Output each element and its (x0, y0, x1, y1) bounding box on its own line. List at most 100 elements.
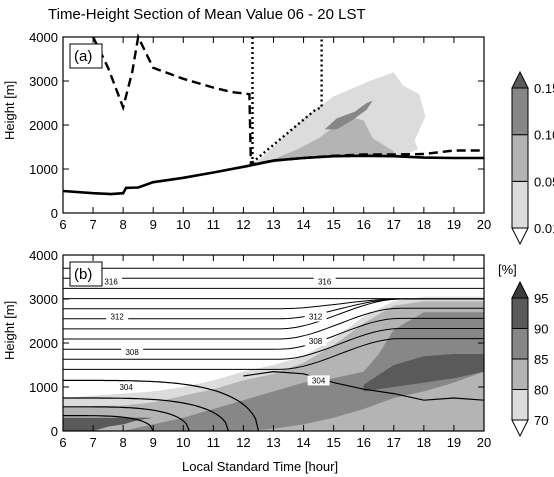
panel-b-shade-region-2 (63, 312, 484, 431)
colorbar-b-segment (511, 389, 529, 421)
panel-b-surface-contour (63, 415, 154, 432)
panel-a-ytick-label: 2000 (29, 118, 58, 133)
colorbar-a: 0.01 0.05 0.10 0.15 (511, 70, 554, 246)
panel-b-xtick-label: 17 (387, 435, 401, 450)
panel-b-xtick-label: 6 (59, 435, 66, 450)
panel-b-ytick-label: 2000 (29, 336, 58, 351)
colorbar-b-unit: [%] (498, 262, 517, 277)
panel-a-xtick-label: 10 (176, 217, 190, 232)
panel-a-xtick-label: 15 (326, 217, 340, 232)
panel-b-isentrope (63, 298, 484, 330)
panel-a-xtick-label: 11 (207, 217, 221, 232)
panel-b-contour-label-bg (115, 382, 138, 392)
colorbar-b-tick-label: 95 (534, 291, 548, 306)
panel-b-ylabel: Height [m] (2, 301, 17, 360)
colorbar-b-tick-label: 80 (534, 383, 548, 398)
colorbar-a-tick-label: 0.05 (534, 174, 554, 189)
panel-b-xtick-label: 16 (356, 435, 370, 450)
panel-b-contour-label: 312 (309, 313, 323, 322)
panel-b-xtick-label: 10 (176, 435, 190, 450)
x-axis-label: Local Standard Time [hour] (182, 459, 338, 474)
panel-b-contour-label-bg (307, 375, 330, 386)
panel-b-xtick-label: 13 (266, 435, 280, 450)
panel-b: 316 316 312 312 308 308 304 304 (b) 6 7 8 9 10 11 12 1… (2, 248, 491, 450)
panel-a-xtick-label: 17 (387, 217, 401, 232)
colorbar-b-tick-label: 70 (534, 413, 548, 428)
panel-b-xtick-label: 15 (326, 435, 340, 450)
panel-b-isentrope (63, 338, 484, 370)
panel-b-contour-label-bg (121, 346, 144, 357)
colorbar-a-tick-label: 0.15 (534, 81, 554, 96)
panel-b-xtick-label: 11 (207, 435, 221, 450)
panel-b-contour-label: 316 (318, 277, 332, 286)
panel-a-label: (a) (74, 48, 92, 65)
panel-b-ytick-label: 0 (51, 424, 58, 439)
panel-b-isentrope (63, 328, 484, 360)
panel-b-contour-label-bg (313, 276, 336, 287)
panel-a-line-solid (62, 154, 484, 196)
colorbar-a-segment (511, 180, 529, 229)
panel-b-upper-contour (243, 370, 485, 401)
colorbar-a-low-tip (511, 227, 529, 246)
panel-a-xtick-label: 19 (447, 217, 461, 232)
colorbar-a-segment (511, 134, 529, 182)
colorbar-b-tick-label: 90 (534, 322, 548, 337)
panel-b-xtick-label: 14 (296, 435, 310, 450)
panel-a-xtick-label: 13 (266, 217, 280, 232)
panel-a-ytick-label: 3000 (29, 74, 58, 89)
panel-b-contour-label-bg (106, 311, 129, 322)
colorbar-b-segment (511, 328, 529, 360)
colorbar-b-high-tip (511, 280, 529, 299)
panel-a: (a) 6 7 8 9 10 11 12 13 14 15 16 17 18 19 20 0 1000 2000… (2, 30, 491, 232)
panel-b-contour-label: 308 (309, 337, 323, 346)
panel-a-xtick-label: 7 (89, 217, 96, 232)
panel-a-xtick-label: 14 (296, 217, 310, 232)
panel-a-xtick-label: 16 (356, 217, 370, 232)
colorbar-b-segment (511, 297, 529, 329)
panel-a-xtick-label: 18 (417, 217, 431, 232)
panel-b-shade-region-3 (63, 417, 154, 431)
panel-b-contour-label: 304 (312, 376, 326, 385)
panel-a-shade-region-2 (324, 100, 373, 130)
panel-a-xtick-label: 12 (236, 217, 250, 232)
panel-b-xtick-label: 12 (236, 435, 250, 450)
panel-a-xtick-label: 8 (120, 217, 127, 232)
panel-b-contour-label: 304 (119, 383, 133, 392)
colorbar-a-high-tip (511, 70, 529, 89)
panel-b-label-box (69, 261, 103, 287)
panel-a-ylabel: Height [m] (2, 81, 17, 140)
panel-b-surface-contour (63, 379, 260, 432)
panel-b-ytick-label: 3000 (29, 292, 58, 307)
colorbar-a-segment (511, 87, 529, 136)
colorbar-b-low-tip (511, 419, 529, 438)
colorbar-b-tick-label: 85 (534, 352, 548, 367)
panel-b-xtick-label: 7 (89, 435, 96, 450)
panel-a-xtick-label: 6 (59, 217, 66, 232)
colorbar-a-tick-label: 0.01 (534, 221, 554, 236)
panel-b-xtick-label: 20 (477, 435, 491, 450)
panel-a-ytick-label: 4000 (29, 30, 58, 45)
panel-b-contour-label-bg (304, 335, 327, 346)
panel-b-contour-label-bg (100, 276, 123, 287)
panel-b-xtick-label: 8 (120, 435, 127, 450)
colorbar-b: 70 80 85 90 95 (511, 280, 548, 438)
panel-b-xtick-label: 9 (150, 435, 157, 450)
panel-b-surface-contour (63, 397, 229, 432)
panel-b-xtick-label: 18 (417, 435, 431, 450)
panel-b-ytick-label: 4000 (29, 248, 58, 263)
panel-b-surface-contour (63, 406, 190, 432)
panel-b-isentrope (63, 307, 484, 340)
panel-b-ytick-label: 1000 (29, 380, 58, 395)
panel-b-contour-label: 312 (110, 313, 124, 322)
panel-a-xtick-label: 9 (150, 217, 157, 232)
panel-b-contour-label-bg (304, 311, 327, 322)
chart-title: Time-Height Section of Mean Value 06 - 2… (48, 6, 366, 23)
panel-b-contour-label: 316 (104, 277, 118, 286)
panel-a-line-dashed (92, 33, 484, 167)
colorbar-a-tick-label: 0.10 (534, 128, 554, 143)
colorbar-b-segment (511, 358, 529, 390)
panel-b-shade-region-4 (363, 354, 484, 392)
panel-a-xtick-label: 20 (477, 217, 491, 232)
panel-a-ytick-label: 1000 (29, 162, 58, 177)
